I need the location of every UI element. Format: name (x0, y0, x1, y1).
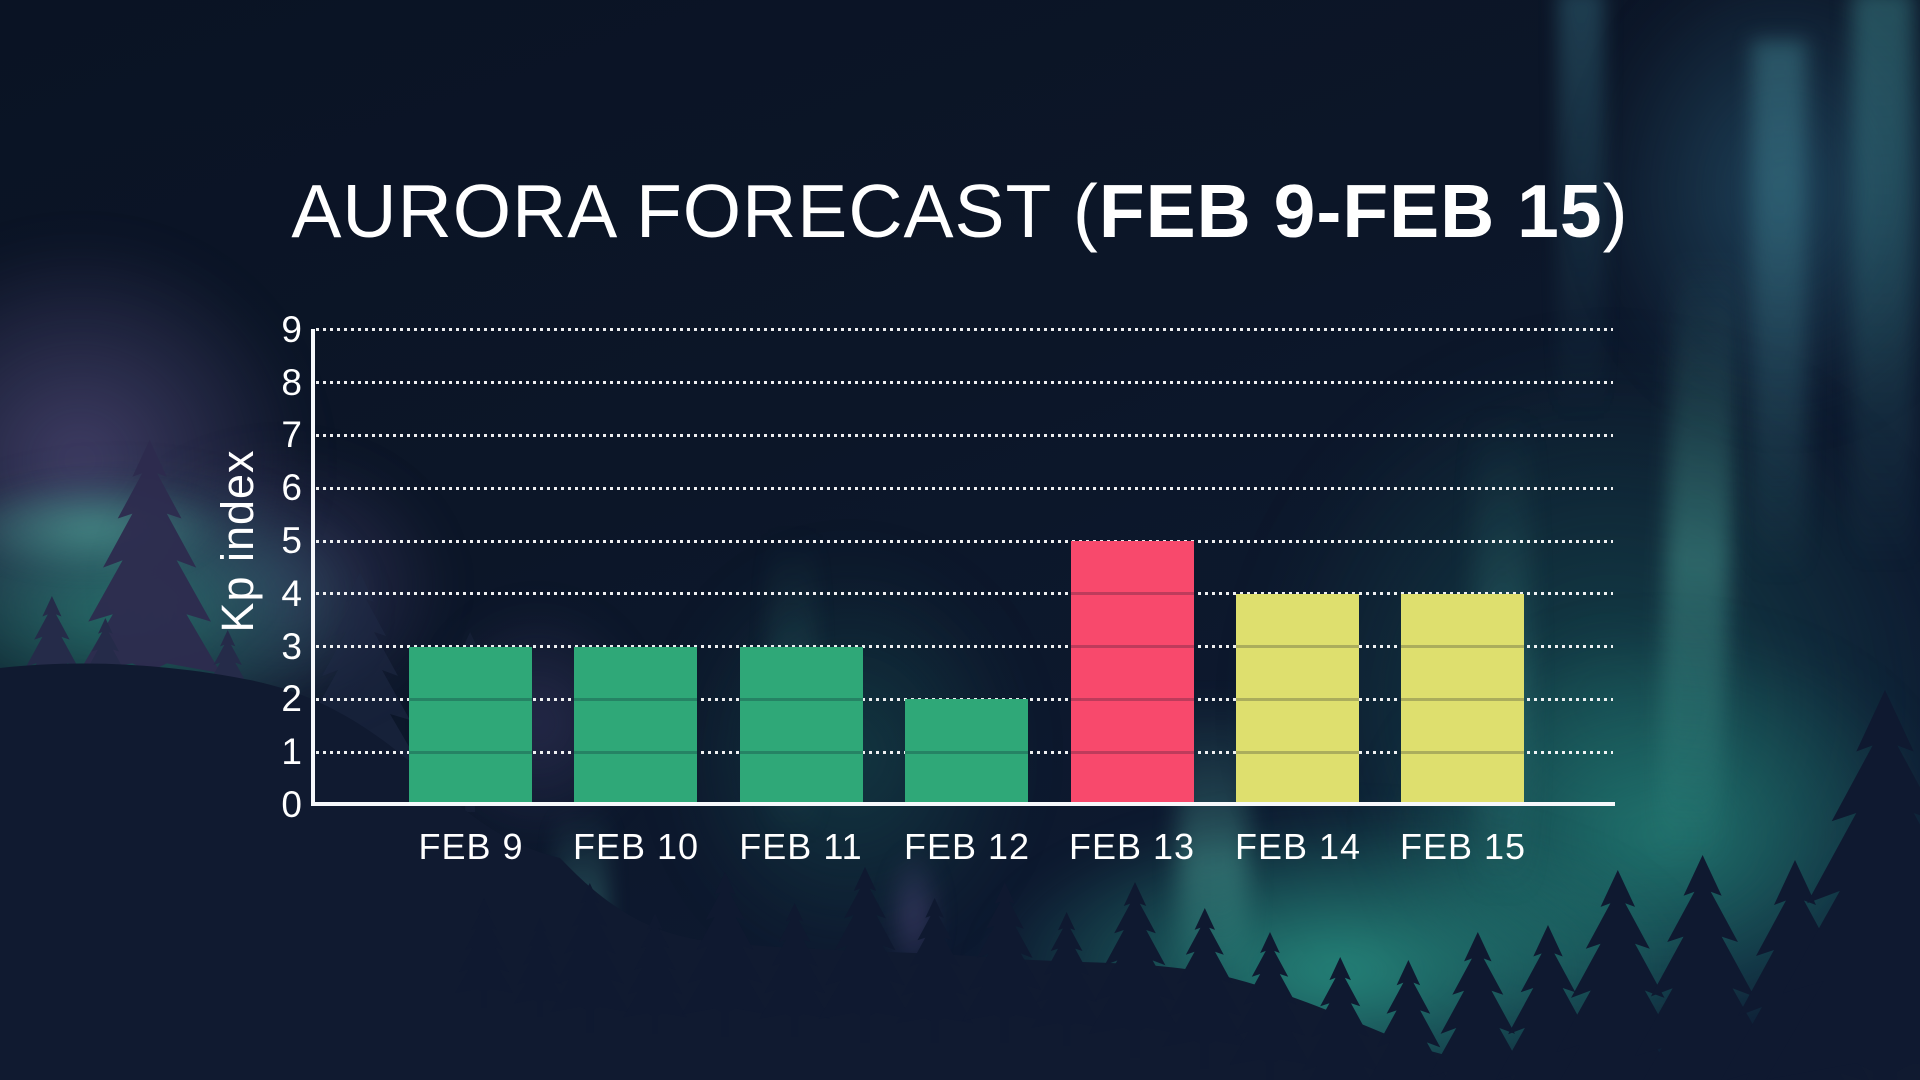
gridline-shadow-on-bar (1236, 750, 1359, 754)
y-tick-label: 6 (281, 467, 302, 509)
y-tick-label: 7 (281, 414, 302, 456)
aurora-streak (1558, 0, 1604, 420)
chart-title-prefix: AURORA FORECAST ( (291, 169, 1099, 253)
kp-index-bar (574, 646, 697, 805)
horizontal-gridline (316, 486, 1613, 490)
horizontal-gridline (316, 433, 1613, 437)
horizontal-gridline (316, 645, 1613, 649)
gridline-shadow-on-bar (1401, 750, 1524, 754)
gridline-shadow-on-bar (1071, 750, 1194, 754)
y-axis-line (311, 328, 315, 806)
kp-index-bar (1236, 593, 1359, 805)
gridline-shadow-on-bar (1236, 697, 1359, 701)
y-tick-label: 3 (281, 625, 302, 667)
x-axis-line (311, 802, 1615, 806)
x-category-label: FEB 12 (903, 826, 1031, 867)
y-tick-label: 5 (281, 520, 302, 561)
gridline-shadow-on-bar (740, 750, 863, 754)
gridline-shadow-on-bar (409, 750, 532, 754)
x-category-label: FEB 14 (1234, 826, 1362, 867)
horizontal-gridline (316, 381, 1613, 385)
x-category-label: FEB 11 (739, 826, 863, 867)
horizontal-gridline (316, 328, 1613, 332)
y-tick-label: 1 (281, 731, 302, 773)
horizontal-gridline (316, 592, 1613, 596)
horizontal-gridline (316, 539, 1613, 543)
y-tick-label: 2 (281, 678, 302, 720)
gridline-shadow-on-bar (1236, 645, 1359, 649)
y-tick-label: 4 (281, 572, 302, 614)
x-category-label: FEB 10 (572, 826, 700, 867)
y-tick-label: 9 (281, 308, 302, 350)
aurora-streak (1752, 40, 1806, 580)
chart-title-date-range: FEB 9-FEB 15 (1098, 169, 1603, 253)
gridline-shadow-on-bar (1071, 697, 1194, 701)
gridline-shadow-on-bar (1401, 697, 1524, 701)
x-category-label: FEB 15 (1399, 826, 1527, 867)
gridline-shadow-on-bar (905, 750, 1028, 754)
chart-title: AURORA FORECAST (FEB 9-FEB 15) (0, 174, 1920, 249)
y-tick-label: 0 (281, 784, 302, 825)
x-category-label: FEB 13 (1068, 826, 1196, 867)
kp-index-bar (1071, 541, 1194, 805)
gridline-shadow-on-bar (574, 750, 697, 754)
y-tick-label: 8 (281, 361, 302, 403)
kp-index-bar (1401, 593, 1524, 805)
kp-index-bar (740, 646, 863, 805)
gridline-shadow-on-bar (574, 697, 697, 701)
gridline-shadow-on-bar (409, 697, 532, 701)
x-category-label: FEB 9 (418, 826, 524, 867)
gridline-shadow-on-bar (1071, 645, 1194, 649)
kp-index-bar (905, 699, 1028, 805)
gridline-shadow-on-bar (1071, 592, 1194, 596)
gridline-shadow-on-bar (740, 697, 863, 701)
gridline-shadow-on-bar (1401, 645, 1524, 649)
chart-title-suffix: ) (1602, 169, 1629, 253)
aurora-streak (1852, 0, 1914, 570)
kp-index-bar (409, 646, 532, 805)
